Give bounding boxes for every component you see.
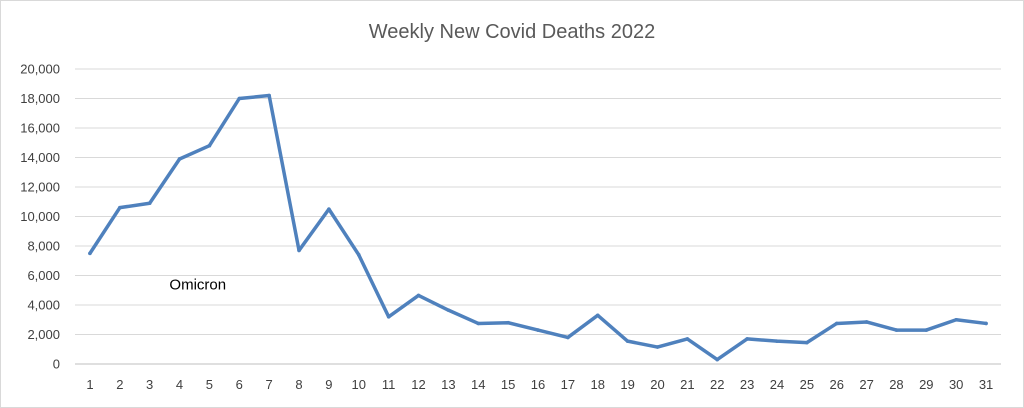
- x-tick-label: 24: [770, 377, 784, 392]
- data-point: [595, 313, 600, 318]
- x-tick-label: 1: [86, 377, 93, 392]
- data-point: [416, 293, 421, 298]
- x-tick-label: 13: [441, 377, 455, 392]
- data-point: [118, 205, 122, 210]
- y-tick-label: 6,000: [27, 268, 60, 283]
- data-point: [177, 157, 182, 161]
- x-tick-label: 11: [382, 377, 396, 392]
- series-points: [88, 93, 988, 362]
- x-tick-label: 14: [471, 377, 485, 392]
- data-point: [834, 321, 839, 326]
- data-point: [715, 357, 720, 362]
- x-tick-label: 25: [800, 377, 814, 392]
- data-point: [386, 315, 391, 319]
- x-axis-ticks: 1 2 3 4 5 6 7 8 9 10 11 12 13 14 15 16 17 18 19 20 21 22 23 24 2…: [86, 377, 993, 392]
- x-tick-label: 29: [919, 377, 933, 392]
- data-point: [237, 96, 242, 101]
- y-tick-label: 10,000: [20, 209, 60, 224]
- gridlines: [75, 68, 1001, 335]
- y-tick-label: 16,000: [20, 121, 60, 136]
- y-tick-label: 18,000: [20, 91, 60, 106]
- x-tick-label: 21: [680, 377, 694, 392]
- x-tick-label: 15: [501, 377, 515, 392]
- data-point: [954, 317, 958, 322]
- data-point: [356, 253, 361, 257]
- y-tick-label: 12,000: [20, 180, 60, 195]
- data-point: [327, 207, 331, 211]
- data-point: [506, 320, 510, 325]
- data-point: [476, 321, 481, 326]
- chart-title: Weekly New Covid Deaths 2022: [369, 21, 655, 43]
- data-point: [267, 93, 271, 98]
- x-tick-label: 20: [650, 377, 664, 392]
- y-tick-label: 0: [53, 357, 60, 372]
- y-tick-label: 4,000: [27, 298, 60, 313]
- data-point: [984, 321, 988, 326]
- data-point: [88, 251, 92, 256]
- x-tick-label: 6: [236, 377, 243, 392]
- data-point: [864, 320, 869, 324]
- y-tick-label: 14,000: [20, 150, 60, 165]
- x-tick-label: 9: [325, 377, 332, 392]
- data-point: [625, 339, 630, 343]
- x-tick-label: 8: [295, 377, 302, 392]
- x-tick-label: 17: [561, 377, 575, 392]
- data-point: [894, 328, 899, 332]
- data-point: [147, 201, 152, 206]
- omicron-annotation: Omicron: [169, 276, 226, 293]
- data-point: [745, 337, 749, 341]
- data-point: [207, 143, 212, 148]
- y-tick-label: 8,000: [27, 239, 60, 254]
- x-tick-label: 31: [979, 377, 993, 392]
- x-tick-label: 22: [710, 377, 724, 392]
- data-point: [566, 335, 570, 340]
- data-point: [655, 345, 660, 349]
- x-tick-label: 19: [620, 377, 634, 392]
- x-tick-label: 30: [949, 377, 963, 392]
- y-tick-label: 2,000: [27, 327, 60, 342]
- x-tick-label: 23: [740, 377, 754, 392]
- x-tick-label: 12: [411, 377, 425, 392]
- x-tick-label: 4: [176, 377, 183, 392]
- data-point: [297, 248, 301, 253]
- data-point: [536, 328, 540, 332]
- x-tick-label: 2: [116, 377, 123, 392]
- data-point: [775, 339, 779, 343]
- data-point: [805, 340, 809, 345]
- x-tick-label: 27: [859, 377, 873, 392]
- x-tick-label: 18: [591, 377, 605, 392]
- data-point: [924, 328, 929, 332]
- x-tick-label: 3: [146, 377, 153, 392]
- x-tick-label: 10: [352, 377, 366, 392]
- x-tick-label: 28: [889, 377, 903, 392]
- x-tick-label: 7: [266, 377, 273, 392]
- y-tick-label: 20,000: [20, 62, 60, 77]
- x-tick-label: 5: [206, 377, 213, 392]
- x-tick-label: 16: [531, 377, 545, 392]
- series-line: [88, 93, 988, 362]
- data-point: [685, 337, 690, 341]
- y-axis-ticks: 0 2,000 4,000 6,000 8,000 10,000 12,000 14,000 1…: [20, 62, 60, 372]
- x-tick-label: 26: [829, 377, 843, 392]
- data-point: [446, 308, 451, 312]
